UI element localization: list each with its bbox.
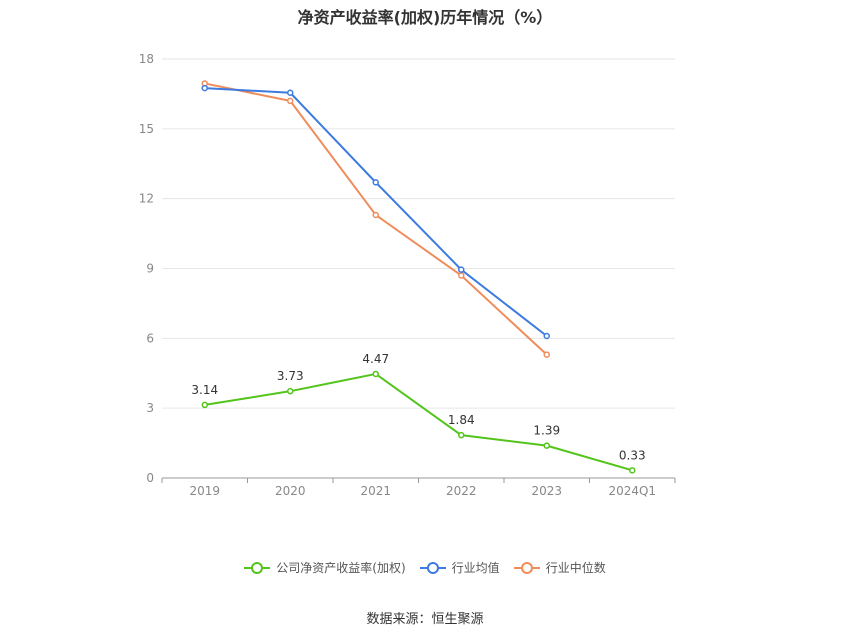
data-point (543, 332, 550, 340)
data-label: 1.39 (533, 424, 560, 438)
x-tick-label: 2021 (360, 484, 391, 498)
data-label: 0.33 (619, 448, 646, 462)
data-point (372, 370, 379, 378)
legend-swatch-marker (520, 561, 533, 574)
data-label: 1.84 (448, 413, 475, 427)
data-point (629, 467, 636, 474)
chart-title: 净资产收益率(加权)历年情况（%） (297, 8, 553, 27)
x-tick-label: 2024Q1 (608, 484, 656, 498)
y-tick-label: 12 (139, 192, 154, 206)
data-point (372, 179, 379, 186)
y-tick-label: 9 (146, 262, 154, 276)
data-label: 3.14 (191, 383, 218, 397)
data-point (458, 272, 465, 279)
y-tick-label: 0 (146, 471, 154, 485)
x-tick-label: 2019 (189, 484, 220, 498)
legend-item-industry-mean[interactable]: 行业均值 (419, 559, 500, 576)
data-point (372, 211, 379, 219)
x-tick-label: 2023 (531, 484, 562, 498)
legend-label-industry-median: 行业中位数 (545, 561, 606, 575)
series-line-2 (204, 82, 548, 356)
y-tick-label: 15 (139, 122, 154, 136)
legend-label-company-roe: 公司净资产收益率(加权) (276, 561, 406, 575)
data-point (287, 387, 294, 395)
legend-swatch-company-roe (244, 561, 271, 574)
legend-item-industry-median[interactable]: 行业中位数 (513, 559, 606, 576)
data-point (201, 84, 208, 92)
x-tick-label: 2022 (446, 484, 477, 498)
x-tick-label: 2020 (275, 484, 306, 498)
data-label: 4.47 (362, 352, 389, 366)
series-line-0 (204, 372, 633, 472)
legend-swatch-industry-mean (419, 561, 446, 574)
y-tick-label: 6 (146, 331, 154, 345)
legend: 公司净资产收益率(加权) 行业均值 行业中位数 (0, 559, 850, 576)
legend-swatch-industry-median (513, 561, 540, 574)
data-point (543, 442, 550, 449)
legend-label-industry-mean: 行业均值 (451, 561, 500, 575)
legend-swatch-marker (251, 561, 264, 574)
y-tick-label: 3 (146, 401, 154, 415)
data-point (201, 401, 208, 409)
data-point (543, 351, 550, 358)
y-tick-label: 18 (139, 52, 154, 66)
data-point (287, 89, 294, 97)
data-label: 3.73 (277, 369, 304, 383)
data-point (458, 431, 465, 439)
legend-swatch-marker (426, 561, 439, 574)
data-point (287, 97, 294, 105)
data-point (458, 266, 465, 273)
legend-item-company-roe[interactable]: 公司净资产收益率(加权) (244, 559, 406, 576)
source-note: 数据来源：恒生聚源 (366, 612, 484, 627)
